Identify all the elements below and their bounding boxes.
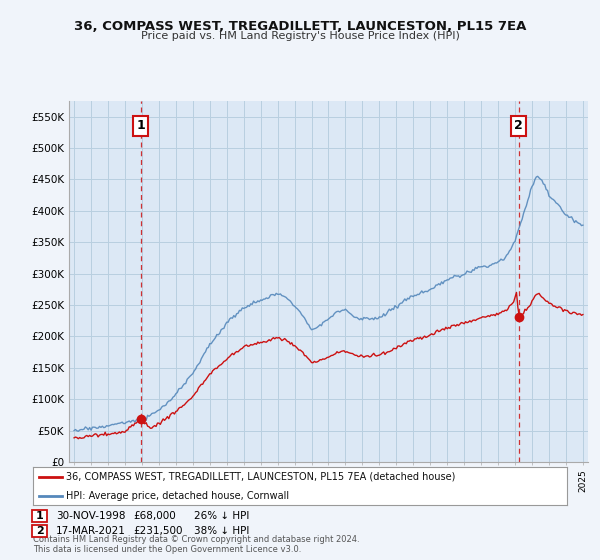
Text: 30-NOV-1998: 30-NOV-1998 <box>56 511 125 521</box>
Text: 2: 2 <box>514 119 523 132</box>
Text: 36, COMPASS WEST, TREGADILLETT, LAUNCESTON, PL15 7EA (detached house): 36, COMPASS WEST, TREGADILLETT, LAUNCEST… <box>66 472 455 482</box>
Text: £231,500: £231,500 <box>134 526 184 536</box>
Text: Price paid vs. HM Land Registry's House Price Index (HPI): Price paid vs. HM Land Registry's House … <box>140 31 460 41</box>
Text: Contains HM Land Registry data © Crown copyright and database right 2024.
This d: Contains HM Land Registry data © Crown c… <box>33 535 359 554</box>
Text: HPI: Average price, detached house, Cornwall: HPI: Average price, detached house, Corn… <box>66 491 289 501</box>
Text: 1: 1 <box>136 119 145 132</box>
Text: 26% ↓ HPI: 26% ↓ HPI <box>194 511 249 521</box>
Text: £68,000: £68,000 <box>134 511 176 521</box>
Text: 36, COMPASS WEST, TREGADILLETT, LAUNCESTON, PL15 7EA: 36, COMPASS WEST, TREGADILLETT, LAUNCEST… <box>74 20 526 32</box>
Text: 38% ↓ HPI: 38% ↓ HPI <box>194 526 249 536</box>
Text: 2: 2 <box>36 526 44 536</box>
Text: 1: 1 <box>36 511 44 521</box>
Text: 17-MAR-2021: 17-MAR-2021 <box>56 526 125 536</box>
